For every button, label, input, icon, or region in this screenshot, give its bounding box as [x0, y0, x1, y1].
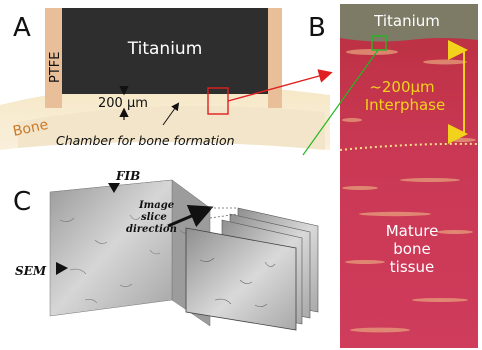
gap-label: 200 µm [98, 96, 148, 111]
green-zoom-line [302, 49, 379, 156]
titanium-block [62, 8, 268, 94]
sem-pointer [56, 262, 68, 275]
panel-c-letter: C [13, 187, 31, 217]
slice-label-2: slice [141, 212, 167, 223]
micrograph-tissue [340, 4, 478, 348]
ptfe-label: PTFE [48, 52, 63, 83]
titanium-label-b: Titanium [373, 12, 440, 30]
titanium-label-a: Titanium [127, 39, 203, 59]
panel-b: B Titanium ~200µm Interphase Mature bone… [302, 4, 479, 348]
chamber-pointer [162, 102, 180, 126]
region-box-b [371, 35, 387, 51]
mature-label-2: bone [393, 240, 430, 258]
panel-a-letter: A [13, 13, 31, 43]
zoom-arrow [227, 69, 333, 102]
panel-a: A Titanium PTFE Bone 200 µm Chamber for … [0, 8, 333, 150]
chamber-region [18, 105, 325, 150]
mature-label-1: Mature [386, 222, 439, 240]
image-slices [185, 207, 319, 331]
interphase-label: Interphase [365, 96, 445, 114]
fib-pointer [108, 183, 120, 193]
panel-b-letter: B [308, 13, 326, 43]
micrograph-titanium [340, 4, 478, 42]
panel-c: C FIB SEM Image slice direction [13, 169, 319, 331]
slice-label-1: Image [138, 200, 174, 211]
interphase-boundary [339, 142, 479, 151]
chamber-label: Chamber for bone formation [56, 133, 235, 148]
interphase-size-label: ~200µm [369, 78, 434, 96]
slice-label-3: direction [126, 224, 177, 235]
sem-label: SEM [15, 264, 47, 278]
fib-label: FIB [115, 169, 140, 183]
slice-direction-arrow [167, 204, 214, 228]
sem-block-front [49, 179, 173, 317]
slice-guide-bottom [209, 213, 239, 219]
mature-label-3: tissue [390, 258, 434, 276]
bone-label: Bone [12, 117, 50, 140]
